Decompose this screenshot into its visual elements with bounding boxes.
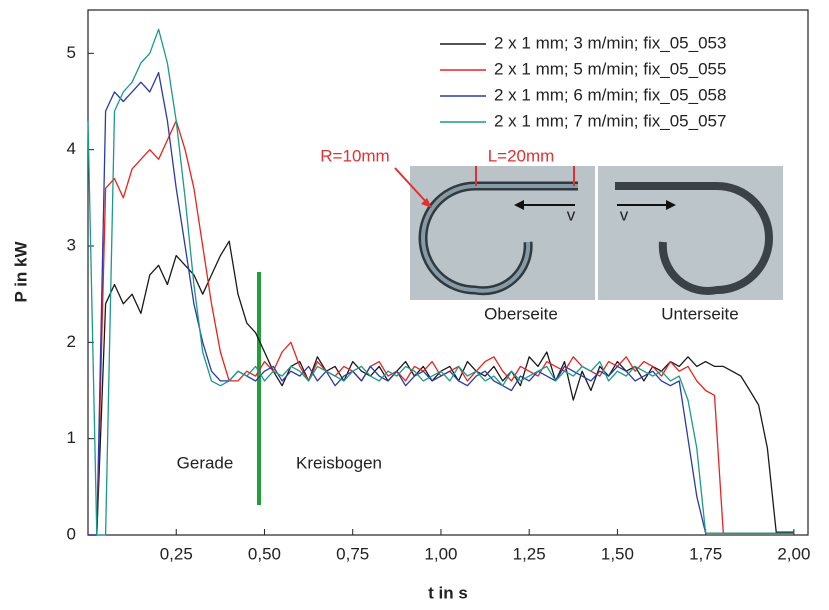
annotation: Oberseite <box>484 304 558 323</box>
legend-label: 2 x 1 mm; 6 m/min; fix_05_058 <box>494 85 726 104</box>
x-tick-label: 1,50 <box>601 544 634 563</box>
x-tick-label: 0,25 <box>160 544 193 563</box>
annotation: Kreisbogen <box>296 453 382 472</box>
x-tick-label: 0,50 <box>248 544 281 563</box>
y-axis-title: P in kW <box>11 241 30 303</box>
weld-seam-inner <box>421 184 578 293</box>
arrow-head <box>514 200 524 210</box>
plot-frame <box>87 9 809 536</box>
x-tick-label: 2,00 <box>777 544 810 563</box>
legend-label: 2 x 1 mm; 3 m/min; fix_05_053 <box>494 33 726 52</box>
inset-photo <box>394 166 783 300</box>
y-tick-label: 0 <box>67 524 76 543</box>
annotation: v <box>620 205 629 224</box>
pointer <box>394 167 429 205</box>
x-tick-label: 1,00 <box>424 544 457 563</box>
annotation: R=10mm <box>320 146 389 165</box>
y-tick-label: 2 <box>67 332 76 351</box>
x-axis-title: t in s <box>428 583 468 602</box>
legend-label: 2 x 1 mm; 7 m/min; fix_05_057 <box>494 111 726 130</box>
y-tick-label: 4 <box>67 139 76 158</box>
series-line <box>88 71 794 536</box>
annotation: Gerade <box>177 453 234 472</box>
x-tick-label: 1,75 <box>689 544 722 563</box>
legend-label: 2 x 1 mm; 5 m/min; fix_05_055 <box>494 59 726 78</box>
x-tick-label: 1,25 <box>513 544 546 563</box>
arrow-head <box>666 200 676 210</box>
weld-root <box>615 182 773 295</box>
pointer-head <box>421 198 432 208</box>
y-tick-label: 3 <box>67 235 76 254</box>
series-line <box>87 28 794 536</box>
annotation: L=20mm <box>488 146 555 165</box>
x-tick-label: 0,75 <box>336 544 369 563</box>
y-tick-label: 5 <box>67 43 76 62</box>
y-tick-label: 1 <box>67 428 76 447</box>
annotation: v <box>567 205 576 224</box>
annotation: Unterseite <box>661 304 738 323</box>
